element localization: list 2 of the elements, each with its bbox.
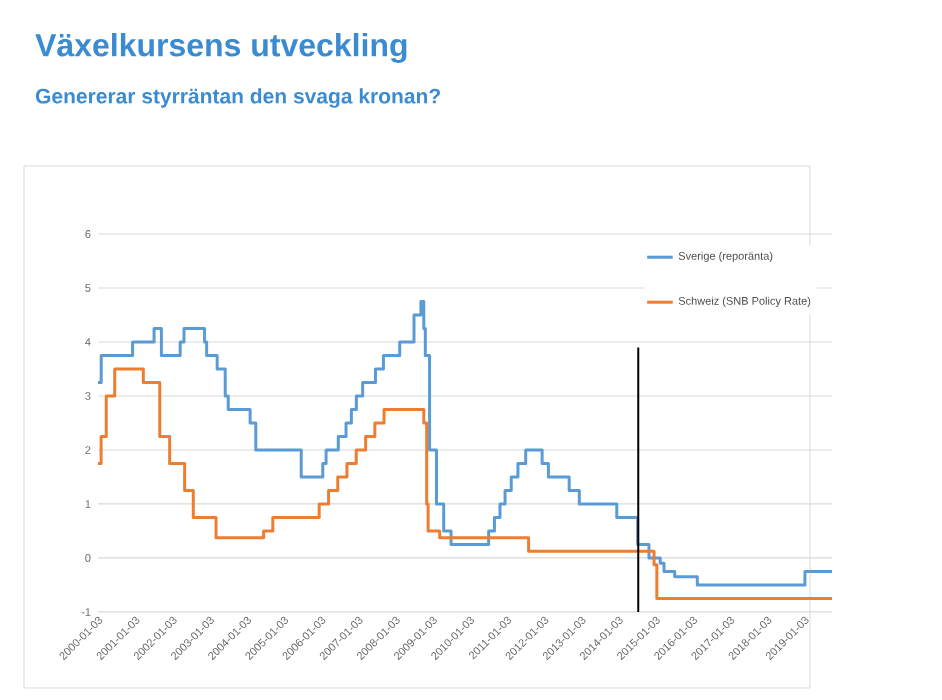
chart-title: Växelkursens utveckling: [35, 33, 407, 63]
chart-subtitle: Genererar styrräntan den svaga kronan?: [35, 88, 440, 108]
